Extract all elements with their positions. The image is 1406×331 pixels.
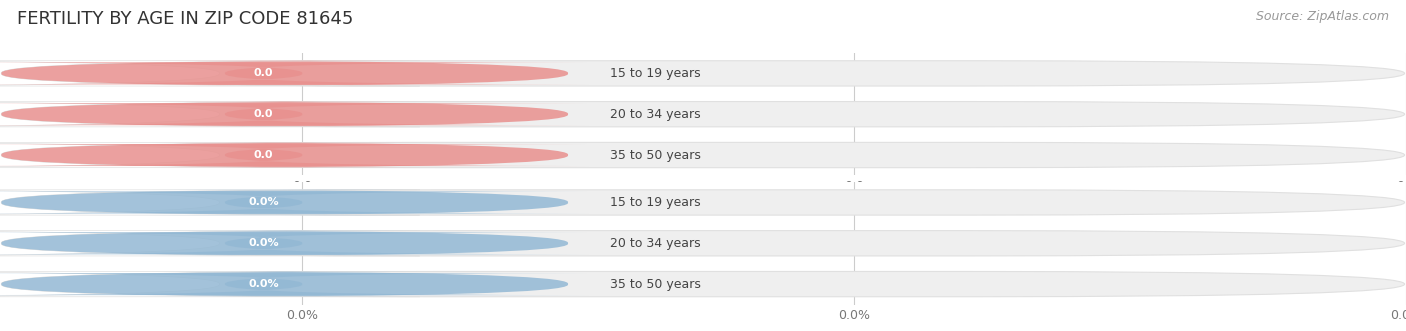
- Text: 0.0: 0.0: [254, 150, 273, 160]
- FancyBboxPatch shape: [0, 102, 420, 127]
- Text: 20 to 34 years: 20 to 34 years: [610, 108, 700, 121]
- FancyBboxPatch shape: [1, 271, 1405, 297]
- Text: 15 to 19 years: 15 to 19 years: [610, 67, 700, 80]
- FancyBboxPatch shape: [1, 61, 1405, 86]
- Text: 0.0%: 0.0%: [249, 238, 278, 248]
- FancyBboxPatch shape: [1, 102, 568, 127]
- FancyBboxPatch shape: [1, 61, 568, 86]
- FancyBboxPatch shape: [0, 273, 589, 295]
- FancyBboxPatch shape: [0, 232, 589, 254]
- FancyBboxPatch shape: [0, 231, 420, 256]
- FancyBboxPatch shape: [1, 190, 568, 215]
- FancyBboxPatch shape: [1, 102, 1405, 127]
- FancyBboxPatch shape: [0, 271, 420, 297]
- FancyBboxPatch shape: [0, 62, 589, 84]
- Text: Source: ZipAtlas.com: Source: ZipAtlas.com: [1256, 10, 1389, 23]
- FancyBboxPatch shape: [0, 61, 420, 86]
- Text: 35 to 50 years: 35 to 50 years: [610, 149, 702, 162]
- FancyBboxPatch shape: [1, 142, 568, 168]
- FancyBboxPatch shape: [0, 103, 589, 125]
- Text: 0.0%: 0.0%: [249, 198, 278, 208]
- FancyBboxPatch shape: [1, 190, 1405, 215]
- Text: 35 to 50 years: 35 to 50 years: [610, 278, 702, 291]
- Text: FERTILITY BY AGE IN ZIP CODE 81645: FERTILITY BY AGE IN ZIP CODE 81645: [17, 10, 353, 28]
- FancyBboxPatch shape: [1, 271, 568, 297]
- FancyBboxPatch shape: [1, 231, 1405, 256]
- FancyBboxPatch shape: [0, 144, 589, 166]
- Text: 0.0: 0.0: [254, 69, 273, 78]
- FancyBboxPatch shape: [0, 190, 420, 215]
- Text: 15 to 19 years: 15 to 19 years: [610, 196, 700, 209]
- FancyBboxPatch shape: [1, 142, 1405, 168]
- Text: 0.0: 0.0: [254, 109, 273, 119]
- Text: 0.0%: 0.0%: [249, 279, 278, 289]
- FancyBboxPatch shape: [0, 191, 589, 213]
- FancyBboxPatch shape: [1, 231, 568, 256]
- Text: 20 to 34 years: 20 to 34 years: [610, 237, 700, 250]
- FancyBboxPatch shape: [0, 142, 420, 168]
